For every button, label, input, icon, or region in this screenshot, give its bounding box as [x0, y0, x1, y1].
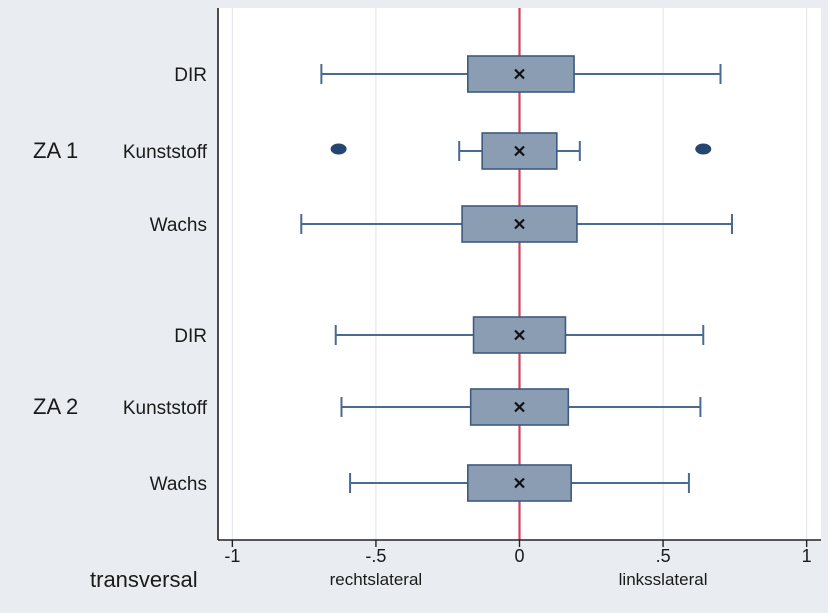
box-row [330, 132, 712, 170]
box-row [300, 205, 733, 243]
x-tick-label: 1 [802, 546, 812, 566]
outlier-point [695, 143, 712, 155]
x-tick-label: .5 [656, 546, 671, 566]
box-layer [300, 55, 733, 502]
group-label: ZA 2 [33, 394, 78, 419]
x-axis-label: transversal [90, 567, 198, 592]
x-side-label-left: rechtslateral [330, 570, 423, 589]
group-label: ZA 1 [33, 138, 78, 163]
median-marker [514, 145, 525, 157]
box-row [320, 55, 722, 93]
row-label: DIR [174, 326, 207, 347]
x-tick-label: -.5 [365, 546, 386, 566]
row-label: Kunststoff [123, 142, 208, 163]
median-marker [514, 68, 525, 80]
iqr-box [461, 205, 578, 243]
box-row [340, 388, 702, 426]
median-marker [514, 401, 525, 413]
median-marker [514, 218, 525, 230]
row-label: DIR [174, 65, 207, 86]
row-label: Wachs [150, 474, 207, 495]
box-row [349, 464, 690, 502]
outlier-point [330, 143, 347, 155]
x-side-label-right: linksslateral [619, 570, 708, 589]
axis-layer: -1 -.5 0 .5 1 transversal rechtslateral linkssl… [90, 8, 821, 592]
x-tick-label: -1 [224, 546, 240, 566]
label-layer: DIR Kunststoff Wachs ZA 1 DIR Kunststoff Wachs… [33, 65, 208, 495]
x-tick-label: 0 [514, 546, 524, 566]
box-row [334, 316, 705, 354]
median-marker [514, 329, 525, 341]
median-marker [514, 477, 525, 489]
row-label: Wachs [150, 215, 207, 236]
row-label: Kunststoff [123, 398, 208, 419]
